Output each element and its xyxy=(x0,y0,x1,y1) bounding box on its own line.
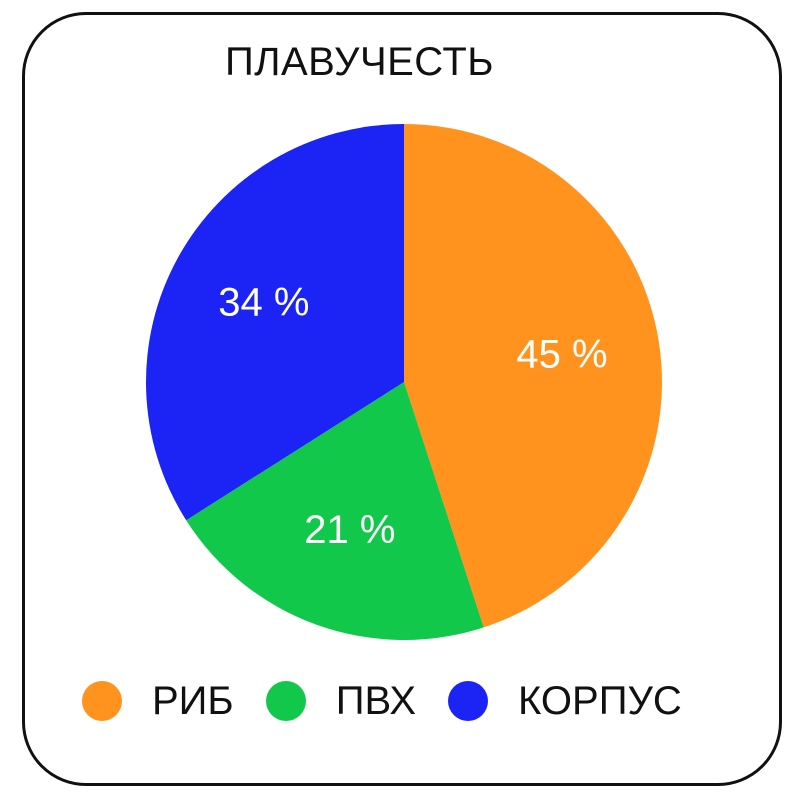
legend-swatch-rib xyxy=(82,681,122,721)
pie-slice-pvh xyxy=(186,382,484,640)
pie-slice-rib xyxy=(404,124,662,628)
legend-label-rib: РИБ xyxy=(152,678,234,723)
legend-swatch-korpus xyxy=(448,681,489,721)
slice-label-rib: 45 % xyxy=(516,333,607,377)
legend-swatch-pvh xyxy=(265,681,306,721)
slice-label-pvh: 21 % xyxy=(304,508,395,552)
chart-title: ПЛАВУЧЕСТЬ xyxy=(225,40,495,84)
legend-label-korpus: КОРПУС xyxy=(518,678,682,723)
chart-legend: РИБ ПВХ КОРПУС xyxy=(82,676,682,726)
legend-label-pvh: ПВХ xyxy=(335,678,417,723)
legend-item-pvh: ПВХ xyxy=(265,678,417,724)
slice-label-korpus: 34 % xyxy=(218,281,309,325)
pie-slice-korpus xyxy=(146,124,405,521)
legend-item-rib: РИБ xyxy=(82,679,234,724)
legend-item-korpus: КОРПУС xyxy=(448,679,682,724)
